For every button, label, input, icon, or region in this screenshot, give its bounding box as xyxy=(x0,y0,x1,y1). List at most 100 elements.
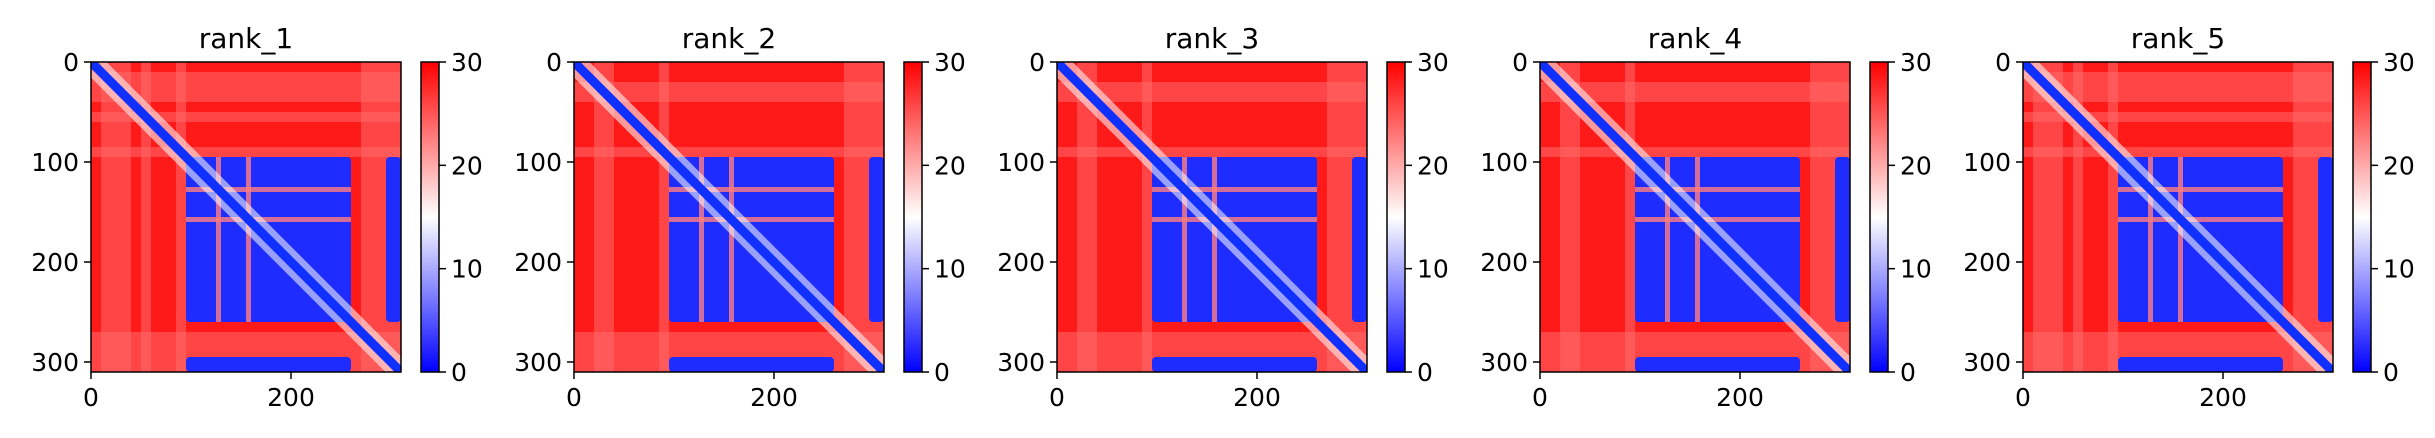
diagonal xyxy=(574,62,884,372)
light-band-col xyxy=(1077,62,1097,372)
y-tick-label: 0 xyxy=(1512,48,1528,77)
colorbar-tick-label: 10 xyxy=(1900,255,1932,284)
y-tick-label: 300 xyxy=(514,348,562,377)
x-tick-label: 200 xyxy=(2199,383,2247,412)
colorbar-tick-label: 20 xyxy=(1417,151,1449,180)
light-band-row xyxy=(91,112,401,122)
colorbar-tick-label: 30 xyxy=(1900,48,1932,77)
contact-block xyxy=(2318,157,2333,322)
block-gap xyxy=(1212,157,1217,322)
contact-block xyxy=(734,157,834,322)
colorbar-tick-label: 0 xyxy=(451,358,467,387)
y-tick-label: 300 xyxy=(1480,348,1528,377)
light-band-col xyxy=(2073,62,2083,372)
block-gap xyxy=(216,157,221,322)
y-tick-label: 100 xyxy=(1480,148,1528,177)
diagonal xyxy=(1057,62,1367,372)
colorbar-tick-label: 10 xyxy=(451,255,483,284)
axes-frame xyxy=(573,61,885,373)
block-gap xyxy=(669,217,834,222)
heatmap-area xyxy=(2023,62,2333,372)
light-band-col xyxy=(141,62,151,372)
block-gap xyxy=(186,187,351,192)
diagonal xyxy=(91,62,401,372)
x-tick-label: 0 xyxy=(566,383,582,412)
colorbar-tick-label: 30 xyxy=(934,48,966,77)
colorbar: 0 10 20 30 xyxy=(420,48,483,387)
light-band-row xyxy=(1540,147,1850,157)
colorbar-tick-label: 20 xyxy=(1900,151,1932,180)
y-tick-label: 200 xyxy=(514,248,562,277)
colorbar-tick-label: 20 xyxy=(2383,151,2415,180)
light-band-col xyxy=(1560,62,1580,372)
light-band-col xyxy=(176,62,186,372)
x-tick-label: 200 xyxy=(1716,383,1764,412)
contact-block xyxy=(186,357,351,372)
colorbar-gradient xyxy=(1869,61,1889,373)
colorbar-tick-label: 30 xyxy=(2383,48,2415,77)
colorbar: 0 10 20 30 xyxy=(1869,48,1932,387)
colorbar-gradient xyxy=(1386,61,1406,373)
colorbar-tick-label: 10 xyxy=(1417,255,1449,284)
block-gap xyxy=(246,157,251,322)
colorbar-tick-label: 20 xyxy=(934,151,966,180)
x-tick-label: 0 xyxy=(1049,383,1065,412)
y-tick-label: 100 xyxy=(514,148,562,177)
x-tick-label: 200 xyxy=(1233,383,1281,412)
light-band-row xyxy=(2023,112,2333,122)
contact-block xyxy=(669,357,834,372)
light-band-row xyxy=(2023,147,2333,157)
diagonal xyxy=(2023,62,2333,372)
colorbar-gradient xyxy=(420,61,440,373)
contact-block xyxy=(1352,157,1367,322)
x-tick-label: 0 xyxy=(1532,383,1548,412)
contact-block xyxy=(1835,157,1850,322)
block-gap xyxy=(1152,217,1317,222)
heatmap-area xyxy=(91,62,401,372)
light-band-col xyxy=(1142,62,1152,372)
block-gap xyxy=(1152,187,1317,192)
block-gap xyxy=(1182,157,1187,322)
y-tick-label: 0 xyxy=(546,48,562,77)
axes-frame xyxy=(2022,61,2334,373)
colorbar-tick-label: 30 xyxy=(1417,48,1449,77)
x-tick-label: 200 xyxy=(267,383,315,412)
heatmap-area xyxy=(1540,62,1850,372)
y-tick-label: 200 xyxy=(31,248,79,277)
light-band-row xyxy=(574,147,884,157)
light-band-col xyxy=(594,62,614,372)
contact-block xyxy=(2183,157,2283,322)
colorbar: 0 10 20 30 xyxy=(903,48,966,387)
light-band-col xyxy=(2108,62,2118,372)
contact-block xyxy=(386,157,401,322)
block-gap xyxy=(2148,157,2153,322)
y-tick-label: 100 xyxy=(31,148,79,177)
colorbar-gradient xyxy=(2352,61,2372,373)
colorbar-gradient xyxy=(903,61,923,373)
light-band-col xyxy=(659,62,669,372)
light-band-row xyxy=(91,147,401,157)
panel-title: rank_1 xyxy=(199,22,293,55)
colorbar-tick-label: 30 xyxy=(451,48,483,77)
contact-block xyxy=(1700,157,1800,322)
heatmap-area xyxy=(574,62,884,372)
y-tick-label: 300 xyxy=(1963,348,2011,377)
light-band-row xyxy=(1057,82,1367,102)
colorbar-tick-label: 10 xyxy=(2383,255,2415,284)
y-tick-label: 300 xyxy=(31,348,79,377)
colorbar: 0 10 20 30 xyxy=(2352,48,2415,387)
x-tick-label: 200 xyxy=(750,383,798,412)
y-tick-label: 100 xyxy=(997,148,1045,177)
panel-title: rank_2 xyxy=(682,22,776,55)
colorbar-tick-label: 0 xyxy=(1417,358,1433,387)
block-gap xyxy=(2118,217,2283,222)
x-tick-label: 0 xyxy=(2015,383,2031,412)
colorbar-tick-label: 0 xyxy=(2383,358,2399,387)
axes-frame xyxy=(90,61,402,373)
y-tick-label: 300 xyxy=(997,348,1045,377)
contact-block xyxy=(869,157,884,322)
y-tick-label: 200 xyxy=(1963,248,2011,277)
